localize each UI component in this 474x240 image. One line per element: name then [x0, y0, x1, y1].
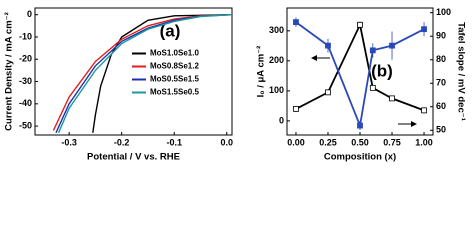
marker — [389, 42, 395, 49]
y-tick-label: 0 — [279, 115, 284, 125]
y2-tick-label: 60 — [436, 101, 446, 111]
marker — [325, 89, 331, 96]
x-tick-label: -0.1 — [166, 137, 182, 147]
x-tick-label: 1.00 — [415, 137, 433, 147]
x-tick-label: 0.0 — [220, 137, 233, 147]
y2-tick-label: 80 — [436, 54, 446, 64]
y-tick-label: -50 — [19, 120, 32, 130]
legend-label: MoS0.8Se1.2 — [150, 62, 199, 71]
series-line — [57, 14, 233, 134]
legend-label: MoS1.5Se0.5 — [150, 88, 199, 97]
marker — [369, 84, 376, 91]
marker — [357, 21, 363, 28]
figure: -0.3 -0.2 -0.1 0.0 -50 -40 -30 -20 -10 0 Potential… — [4, 7, 467, 163]
y2-tick-label: 50 — [436, 125, 446, 135]
y-tick-label: -30 — [19, 76, 32, 86]
panel-label: (a) — [160, 21, 181, 40]
legend-label: MoS0.5Se1.5 — [150, 75, 199, 84]
y-tick-label: -10 — [19, 31, 32, 41]
x-tick-label: 0.00 — [287, 137, 305, 147]
x-tick-label: 0.75 — [383, 137, 401, 147]
panel-label: (b) — [371, 61, 393, 80]
x-tick-label: -0.3 — [61, 137, 77, 147]
series-line — [55, 14, 233, 134]
marker — [389, 95, 395, 102]
y2-tick-label: 90 — [436, 31, 446, 41]
y-tick-label: 200 — [269, 55, 284, 65]
x-axis-label: Composition (x) — [324, 152, 396, 163]
marker — [293, 105, 299, 112]
y-axis-label: I₀ / μA cm⁻² — [256, 46, 267, 98]
y2-tick-label: 70 — [436, 78, 446, 88]
series-line — [295, 21, 425, 112]
series-line — [295, 21, 425, 129]
marker — [357, 122, 363, 129]
y-tick-label: 100 — [269, 85, 284, 95]
x-tick-label: 0.50 — [351, 137, 369, 147]
y-tick-label: 0 — [27, 9, 32, 19]
y-tick-label: 300 — [269, 25, 284, 35]
marker — [421, 26, 427, 33]
marker — [421, 107, 427, 114]
legend-label: MoS1.0Se1.0 — [150, 49, 199, 58]
marker — [325, 42, 331, 49]
y-tick-label: -40 — [19, 98, 32, 108]
y2-axis-label: Tafel slope / mV dec⁻¹ — [455, 22, 466, 121]
x-tick-label: 0.25 — [319, 137, 337, 147]
x-axis-label: Potential / V vs. RHE — [87, 152, 180, 163]
y2-tick-label: 100 — [436, 7, 451, 17]
y-axis-label: Current Density / mA cm⁻² — [4, 12, 15, 131]
marker — [293, 19, 299, 26]
plot-frame — [34, 7, 233, 136]
marker — [369, 47, 376, 54]
y-tick-label: -20 — [19, 54, 32, 64]
x-tick-label: -0.2 — [114, 137, 130, 147]
